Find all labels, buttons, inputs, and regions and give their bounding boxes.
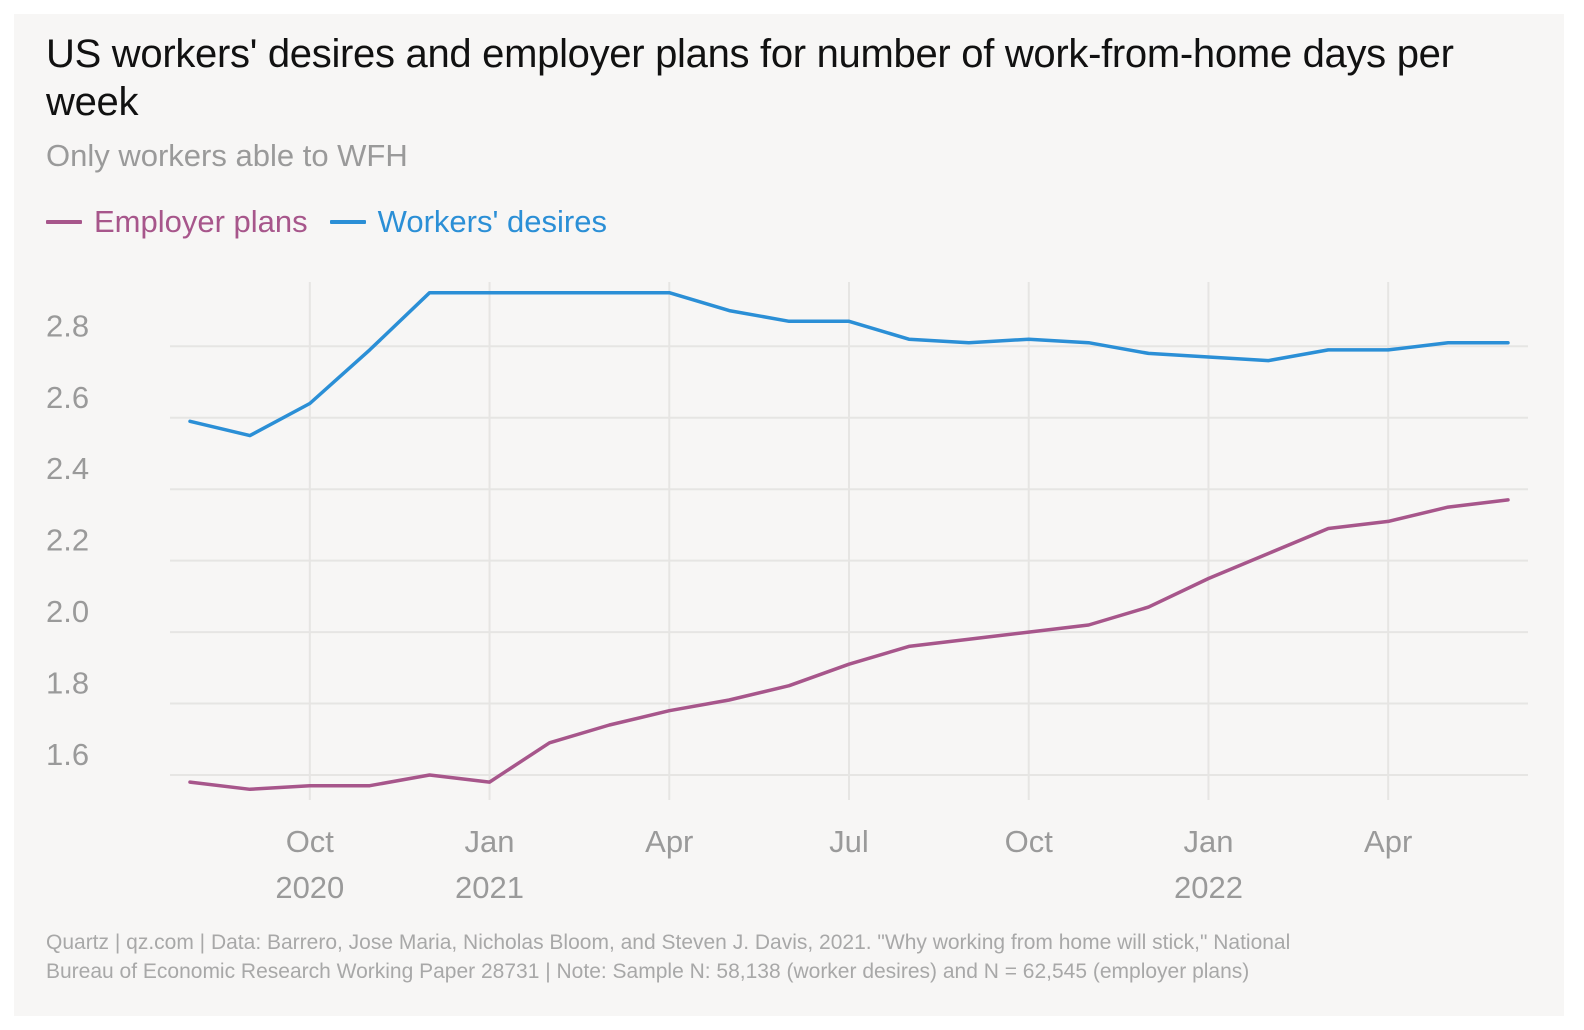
y-tick-label: 2.6 xyxy=(46,380,89,415)
x-tick-label-month: Oct xyxy=(286,824,335,859)
legend-item-employer-plans: Employer plans xyxy=(46,204,308,240)
x-tick-label-month: Jul xyxy=(829,824,869,859)
y-tick-label: 2.4 xyxy=(46,451,89,486)
legend-label-employer-plans: Employer plans xyxy=(94,204,308,239)
x-tick-label-year: 2021 xyxy=(455,870,524,905)
x-tick-label-month: Apr xyxy=(645,824,693,859)
chart-title: US workers' desires and employer plans f… xyxy=(46,32,1454,124)
x-tick-label-year: 2022 xyxy=(1174,870,1243,905)
line-chart: 1.6 1.8 2.0 2.2 2.4 2.6 2.8 Oct 2020 Jan 2021 Apr Ju… xyxy=(46,282,1528,905)
legend-item-workers-desires: Workers' desires xyxy=(329,204,607,240)
y-tick-label: 1.8 xyxy=(46,666,89,701)
y-tick-label: 2.8 xyxy=(46,308,89,343)
footer-source-line: Quartz | qz.com | Data: Barrero, Jose Ma… xyxy=(46,931,1291,954)
footer-note-line: Bureau of Economic Research Working Pape… xyxy=(46,960,1250,983)
y-tick-label: 1.6 xyxy=(46,737,89,772)
y-tick-label: 2.2 xyxy=(46,523,89,558)
chart-footer: Quartz | qz.com | Data: Barrero, Jose Ma… xyxy=(46,928,1516,986)
x-tick-label-month: Jan xyxy=(465,824,515,859)
legend-label-workers-desires: Workers' desires xyxy=(377,204,607,239)
x-tick-label-year: 2020 xyxy=(275,870,344,905)
legend-swatch-employer-plans xyxy=(46,220,82,224)
x-tick-label-month: Apr xyxy=(1364,824,1412,859)
legend-swatch-workers-desires xyxy=(329,220,366,224)
x-tick-label-month: Jan xyxy=(1183,824,1233,859)
series-line-workers-desires xyxy=(188,290,1510,438)
series-line-employer-plans xyxy=(188,498,1510,792)
chart-legend: Employer plans Workers' desires xyxy=(46,204,629,240)
chart-card xyxy=(14,14,1564,1016)
x-tick-label-month: Oct xyxy=(1005,824,1054,859)
chart-subtitle: Only workers able to WFH xyxy=(46,138,408,173)
y-tick-label: 2.0 xyxy=(46,594,89,629)
